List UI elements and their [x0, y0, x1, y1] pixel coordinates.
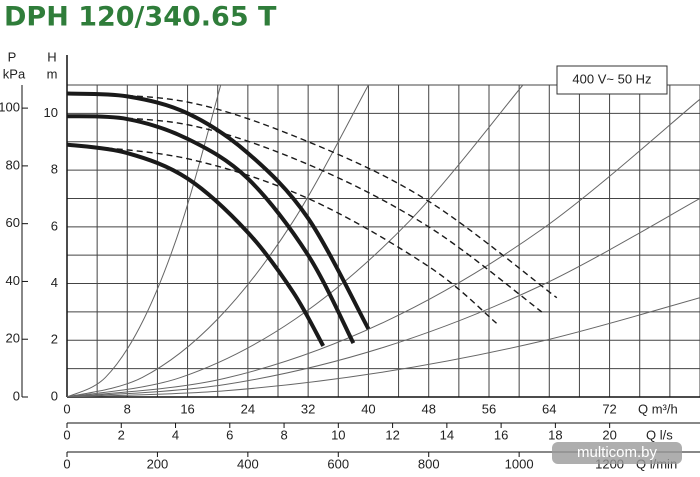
pump-curve	[67, 91, 371, 330]
annotation-box	[556, 65, 668, 95]
chart-title: DPH 120/340.65 T	[4, 2, 277, 33]
system-curve	[67, 98, 700, 397]
x3-tick-label: 0	[63, 456, 70, 471]
x-tick-label: 72	[602, 401, 616, 416]
y-label: H	[47, 49, 56, 64]
dashed-curve	[67, 115, 543, 313]
y2-tick-label: 40	[6, 273, 20, 288]
y2-tick-label: 80	[6, 157, 20, 172]
x2-tick-label: 4	[172, 427, 179, 442]
y2-tick-label: 60	[6, 215, 20, 230]
x-label: Q m³/h	[638, 401, 678, 416]
y-tick-label: 10	[44, 105, 58, 120]
system-curve	[67, 84, 524, 397]
y2-tick-label: 100	[0, 100, 20, 115]
x2-tick-label: 8	[280, 427, 287, 442]
x2-tick-label: 20	[602, 427, 616, 442]
pump-curve	[67, 142, 325, 347]
x3-tick-label: 800	[418, 456, 440, 471]
x3-tick-label: 200	[147, 456, 169, 471]
y2-unit: kPa	[3, 66, 26, 81]
pump-curve	[67, 114, 356, 345]
x-tick-label: 24	[241, 401, 255, 416]
y2-label: P	[8, 49, 17, 64]
y2-tick-label: 20	[6, 331, 20, 346]
x-tick-label: 48	[421, 401, 435, 416]
x3-tick-label: 1000	[505, 456, 534, 471]
x2-tick-label: 6	[226, 427, 233, 442]
system-curve	[67, 84, 222, 397]
x-tick-label: 16	[180, 401, 194, 416]
y-tick-label: 4	[51, 275, 58, 290]
x-tick-label: 56	[482, 401, 496, 416]
x2-tick-label: 2	[118, 427, 125, 442]
x2-tick-label: 14	[440, 427, 454, 442]
y-tick-label: 6	[51, 218, 58, 233]
x2-tick-label: 16	[494, 427, 508, 442]
x2-tick-label: 18	[548, 427, 562, 442]
x2-tick-label: 10	[331, 427, 345, 442]
x2-label: Q l/s	[646, 427, 673, 442]
dashed-curve	[67, 92, 558, 299]
watermark: multicom.by	[577, 444, 658, 461]
x3-tick-label: 600	[327, 456, 349, 471]
y-tick-label: 0	[51, 388, 58, 403]
system-curve	[67, 198, 700, 397]
y2-tick-label: 0	[13, 388, 20, 403]
watermark-bg	[552, 442, 682, 464]
x-tick-label: 40	[361, 401, 375, 416]
x2-tick-label: 0	[63, 427, 70, 442]
y-tick-label: 8	[51, 162, 58, 177]
x-tick-label: 0	[63, 401, 70, 416]
system-curve	[67, 297, 700, 397]
x-tick-label: 32	[301, 401, 315, 416]
dashed-curve	[67, 143, 497, 324]
system-curve	[67, 84, 369, 397]
y-unit: m	[47, 66, 58, 81]
x2-tick-label: 12	[385, 427, 399, 442]
annotation: 400 V~ 50 Hz	[572, 71, 651, 86]
x3-tick-label: 400	[237, 456, 259, 471]
x-tick-label: 8	[124, 401, 131, 416]
y-tick-label: 2	[51, 332, 58, 347]
x-tick-label: 64	[542, 401, 556, 416]
